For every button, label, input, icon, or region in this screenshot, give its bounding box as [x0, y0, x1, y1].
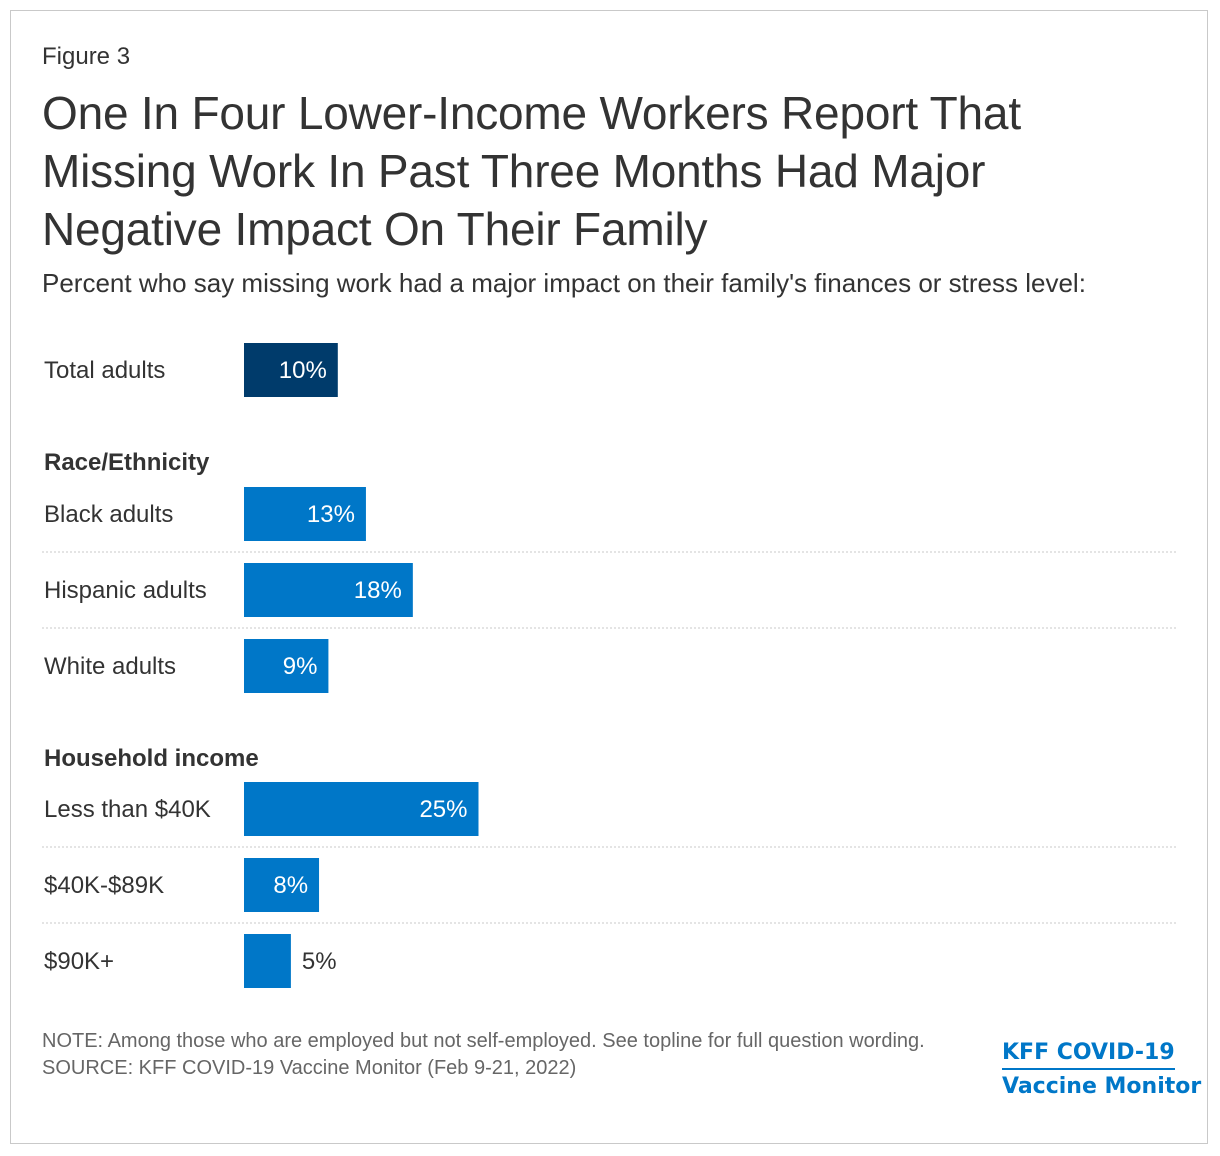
- chart-subtitle: Percent who say missing work had a major…: [42, 268, 1086, 298]
- bar: [244, 343, 338, 397]
- bar: [244, 782, 479, 836]
- chart-title: One In Four Lower-Income Workers Report …: [42, 87, 1021, 255]
- category-label: Black adults: [44, 501, 173, 528]
- category-label: Less than $40K: [44, 796, 211, 823]
- bar: [244, 639, 329, 693]
- data-label: 13%: [307, 501, 355, 528]
- logo-line-2: Vaccine Monitor: [1002, 1074, 1202, 1099]
- bar-chart: Total adults 10% Race/Ethnicity Black adult…: [42, 343, 1176, 988]
- bar: [244, 858, 320, 912]
- bar: [244, 563, 413, 617]
- group-heading: Household income: [44, 745, 259, 772]
- data-label: 25%: [419, 796, 467, 823]
- note-text: NOTE: Among those who are employed but n…: [42, 1030, 925, 1052]
- kff-logo: KFF COVID-19 Vaccine Monitor: [1002, 1036, 1201, 1104]
- group-heading: Race/Ethnicity: [44, 449, 210, 476]
- bar: [244, 934, 291, 988]
- category-label: Total adults: [44, 357, 165, 384]
- figure-frame: [10, 10, 1208, 1144]
- category-label: $40K-$89K: [44, 872, 164, 899]
- data-label: 8%: [273, 872, 308, 899]
- category-label: White adults: [44, 653, 176, 680]
- bar: [244, 487, 366, 541]
- data-label: 9%: [283, 653, 318, 680]
- category-label: Hispanic adults: [44, 577, 207, 604]
- category-label: $90K+: [44, 948, 114, 975]
- figure-label: Figure 3: [42, 43, 131, 70]
- logo-line-1: KFF COVID-19: [1002, 1038, 1175, 1070]
- data-label: 5%: [302, 948, 337, 975]
- chart-notes: NOTE: Among those who are employed but n…: [42, 1028, 942, 1082]
- source-text: SOURCE: KFF COVID-19 Vaccine Monitor (Fe…: [42, 1057, 577, 1079]
- data-label: 10%: [279, 357, 327, 384]
- data-label: 18%: [354, 577, 402, 604]
